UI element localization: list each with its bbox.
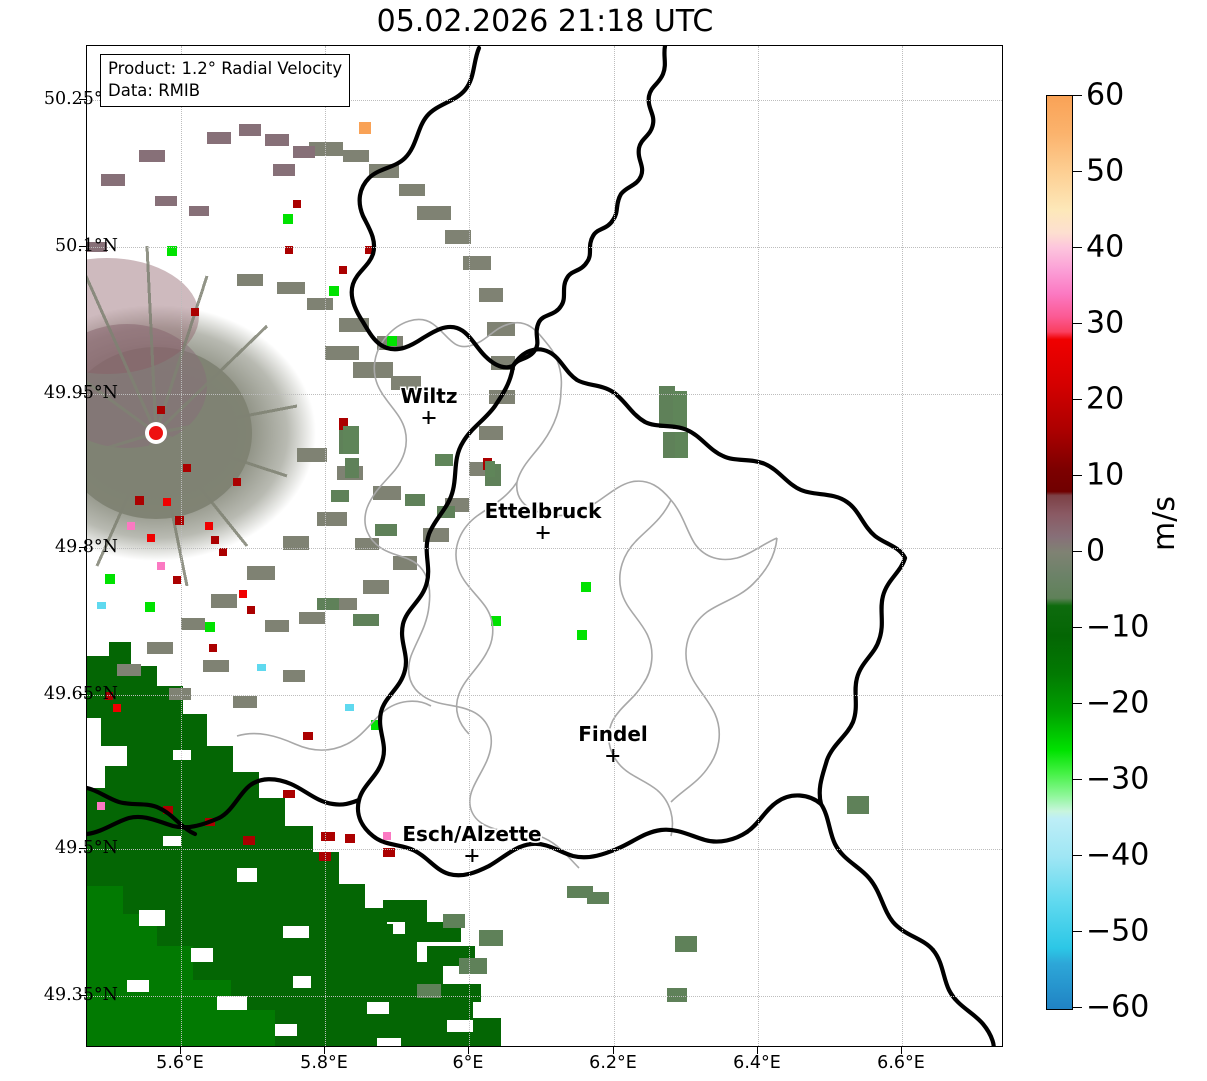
cbar-tick-40 bbox=[1073, 247, 1082, 248]
ytick-label-4: 49.65°N bbox=[43, 684, 118, 704]
colorbar-unit-label: m/s bbox=[1147, 496, 1182, 551]
cbar-label-30: 30 bbox=[1086, 305, 1125, 341]
cbar-tick-30 bbox=[1073, 323, 1082, 324]
page-title: 05.02.2026 21:18 UTC bbox=[376, 4, 714, 39]
xtick-3 bbox=[613, 1047, 614, 1054]
echo-region-southwest bbox=[87, 642, 503, 1046]
cbar-label-0: 0 bbox=[1086, 533, 1106, 569]
xtick-label-5: 6.6°E bbox=[877, 1053, 925, 1073]
cbar-label-40: 40 bbox=[1086, 229, 1125, 265]
ytick-6 bbox=[79, 995, 86, 996]
cbar-tick-60 bbox=[1073, 95, 1082, 96]
ytick-label-6: 49.35°N bbox=[43, 985, 118, 1005]
cbar-tick-m20 bbox=[1073, 703, 1082, 704]
info-product-line: Product: 1.2° Radial Velocity bbox=[108, 59, 343, 78]
ytick-0 bbox=[79, 99, 86, 100]
ytick-1 bbox=[79, 246, 86, 247]
cbar-label-m50: −50 bbox=[1086, 913, 1150, 949]
cbar-label-m30: −30 bbox=[1086, 761, 1150, 797]
cbar-label-20: 20 bbox=[1086, 381, 1125, 417]
cbar-tick-10 bbox=[1073, 475, 1082, 476]
xtick-5 bbox=[901, 1047, 902, 1054]
ytick-2 bbox=[79, 393, 86, 394]
colorbar bbox=[1046, 95, 1073, 1010]
map-clip: Wiltz Ettelbruck Findel Esch/Alzette bbox=[87, 46, 1002, 1046]
cbar-tick-0 bbox=[1073, 551, 1082, 552]
xtick-1 bbox=[324, 1047, 325, 1054]
national-borders bbox=[87, 46, 996, 1046]
ytick-4 bbox=[79, 694, 86, 695]
ytick-5 bbox=[79, 848, 86, 849]
cbar-label-m20: −20 bbox=[1086, 685, 1150, 721]
cbar-tick-m30 bbox=[1073, 779, 1082, 780]
xtick-label-4: 6.4°E bbox=[733, 1053, 781, 1073]
cbar-tick-m40 bbox=[1073, 855, 1082, 856]
ytick-3 bbox=[79, 547, 86, 548]
echo-clutter-rosette bbox=[87, 122, 869, 1002]
cbar-tick-m60 bbox=[1073, 1007, 1082, 1008]
xtick-4 bbox=[757, 1047, 758, 1054]
radar-site-marker[interactable] bbox=[145, 422, 167, 444]
cbar-label-m40: −40 bbox=[1086, 837, 1150, 873]
ytick-label-3: 49.8°N bbox=[54, 537, 118, 557]
ytick-label-0: 50.25°N bbox=[43, 89, 118, 109]
cbar-label-50: 50 bbox=[1086, 153, 1125, 189]
xtick-label-2: 6°E bbox=[452, 1053, 484, 1073]
radar-reflectivity-field bbox=[87, 46, 996, 1046]
colorbar-gradient bbox=[1047, 96, 1072, 1009]
cbar-label-60: 60 bbox=[1086, 77, 1125, 113]
xtick-label-0: 5.6°E bbox=[156, 1053, 204, 1073]
cbar-label-m60: −60 bbox=[1086, 989, 1150, 1025]
echo-scattered bbox=[343, 391, 688, 477]
cbar-tick-m10 bbox=[1073, 627, 1082, 628]
cbar-label-m10: −10 bbox=[1086, 609, 1150, 645]
info-box: Product: 1.2° Radial Velocity Data: RMIB bbox=[100, 54, 351, 107]
radar-map-axes[interactable]: Wiltz Ettelbruck Findel Esch/Alzette Pro… bbox=[86, 45, 1003, 1047]
xtick-2 bbox=[468, 1047, 469, 1054]
xtick-label-1: 5.8°E bbox=[300, 1053, 348, 1073]
ytick-label-2: 49.95°N bbox=[43, 383, 118, 403]
xtick-label-3: 6.2°E bbox=[589, 1053, 637, 1073]
info-data-line: Data: RMIB bbox=[108, 80, 201, 100]
cbar-tick-m50 bbox=[1073, 931, 1082, 932]
cbar-label-10: 10 bbox=[1086, 457, 1125, 493]
ytick-label-5: 49.5°N bbox=[54, 838, 118, 858]
cbar-tick-20 bbox=[1073, 399, 1082, 400]
ytick-label-1: 50.1°N bbox=[54, 236, 118, 256]
district-borders bbox=[236, 318, 778, 869]
xtick-0 bbox=[180, 1047, 181, 1054]
cbar-tick-50 bbox=[1073, 171, 1082, 172]
